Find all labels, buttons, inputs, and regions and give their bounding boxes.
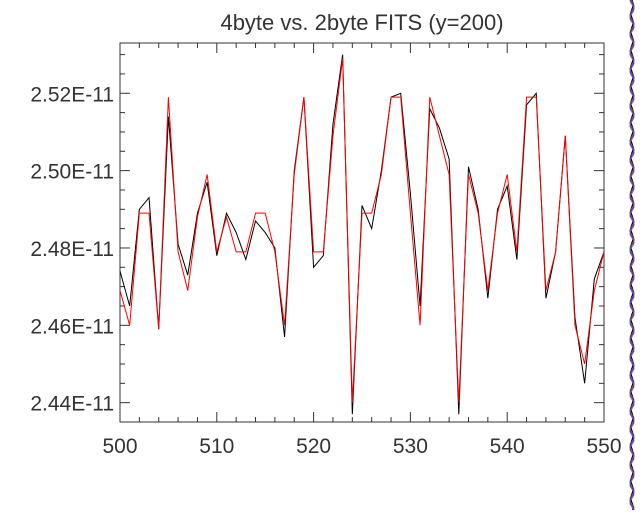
- y-tick-label: 2.50E-11: [30, 161, 114, 184]
- edge-strip-line: [629, 0, 635, 511]
- edge-strip-line: [629, 0, 635, 511]
- x-tick-label: 550: [586, 435, 621, 458]
- chart-title: 4byte vs. 2byte FITS (y=200): [220, 10, 503, 35]
- edge-strip-line: [629, 0, 635, 511]
- series-line-0: [119, 54, 605, 415]
- series-line-1: [119, 58, 605, 403]
- y-tick-label: 2.44E-11: [30, 393, 114, 416]
- y-tick-label: 2.48E-11: [30, 238, 114, 261]
- tick-labels: 500 510 520 530 540 550 2.44E-11 2.46E-11 2.48E-…: [30, 83, 621, 458]
- edge-color-strip: [629, 0, 635, 511]
- edge-strip-line: [629, 0, 635, 511]
- x-tick-label: 510: [199, 435, 234, 458]
- axis-ticks: [119, 43, 605, 423]
- series-layer: [119, 54, 605, 415]
- y-tick-label: 2.52E-11: [30, 83, 114, 106]
- x-tick-label: 520: [296, 435, 331, 458]
- x-tick-label: 500: [102, 435, 137, 458]
- x-tick-label: 540: [490, 435, 525, 458]
- x-tick-label: 530: [393, 435, 428, 458]
- y-tick-label: 2.46E-11: [30, 315, 114, 338]
- plot-frame: [119, 42, 605, 423]
- edge-strip-line: [629, 0, 635, 511]
